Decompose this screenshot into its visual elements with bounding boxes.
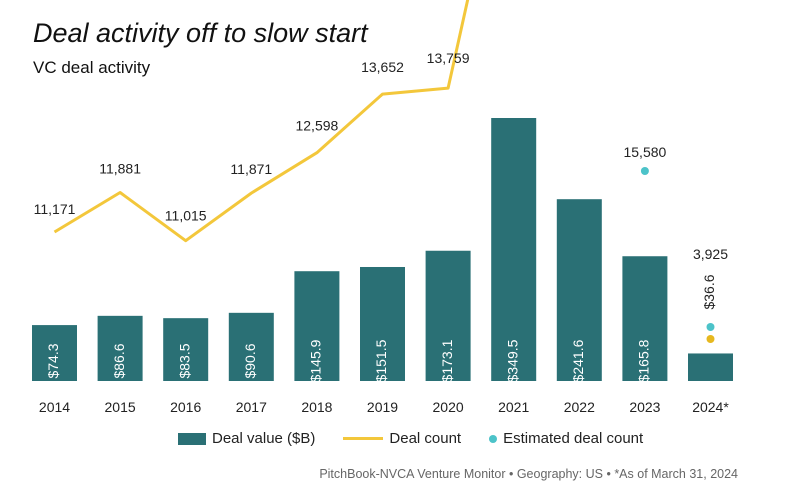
bar-value-label: $165.8 (636, 339, 652, 382)
deal-count-label: 15,580 (623, 144, 666, 160)
chart-legend: Deal value ($B) Deal count Estimated dea… (178, 430, 661, 447)
x-tick-label: 2023 (629, 399, 660, 415)
deal-count-label: 13,652 (361, 59, 404, 75)
bar-value-label: $145.9 (308, 339, 324, 382)
bar-2020 (425, 250, 471, 381)
legend-swatch-bar (178, 432, 206, 445)
bar-value-label: $349.5 (504, 339, 520, 382)
bar-2018 (294, 271, 340, 381)
legend-swatch-line (343, 437, 384, 440)
deal-count-label: 11,881 (99, 161, 141, 177)
bar-2015 (97, 315, 143, 381)
x-tick-label: 2021 (498, 399, 529, 415)
legend-label-estimated: Estimated deal count (503, 430, 644, 447)
deal-count-label: 3,925 (693, 246, 728, 262)
chart-title: Deal activity off to slow start (33, 18, 368, 48)
bar-value-label: $241.6 (570, 339, 586, 382)
bar-value-label: $151.5 (373, 339, 389, 382)
bar-2016 (163, 318, 209, 381)
bar-2014 (32, 325, 77, 381)
x-tick-label: 2018 (301, 399, 332, 415)
bar-value-label: $83.5 (176, 343, 192, 378)
x-tick-label: 2022 (564, 399, 595, 415)
deal-count-dot (706, 335, 715, 343)
bar-2024 (688, 353, 733, 381)
deal-count-line (53, 0, 470, 243)
deal-count-label: 19,078 (492, 100, 535, 116)
bar-2022 (556, 199, 602, 381)
bar-value-label: $173.1 (439, 339, 455, 382)
x-tick-label: 2014 (39, 399, 70, 415)
x-tick-label: 2015 (105, 399, 136, 415)
x-tick-label: 2020 (433, 399, 464, 415)
deal-count-label: 12,598 (295, 118, 338, 134)
legend-item-deal-count: Deal count (343, 430, 461, 447)
source-footer: PitchBook-NVCA Venture Monitor • Geograp… (319, 467, 738, 481)
x-tick-label: 2019 (367, 399, 398, 415)
legend-item-estimated: Estimated deal count (489, 430, 643, 447)
estimated-deal-count-dot (706, 323, 715, 331)
legend-item-deal-value: Deal value ($B) (178, 430, 315, 447)
bar-value-label: $86.6 (111, 343, 127, 378)
deal-count-label: 11,015 (165, 208, 207, 224)
bar-value-label: $74.3 (45, 343, 61, 378)
x-tick-label: 2016 (170, 399, 201, 415)
legend-label-deal-count: Deal count (389, 430, 462, 447)
deal-count-label: 11,871 (230, 161, 272, 177)
bar-2023 (622, 256, 668, 381)
chart-subtitle: VC deal activity (33, 58, 151, 77)
bar-2019 (360, 266, 405, 381)
bar-2021 (491, 118, 537, 381)
legend-swatch-dot (489, 434, 498, 443)
x-tick-label: 2017 (236, 399, 267, 415)
bar-value-label: $36.6 (701, 274, 717, 309)
estimated-deal-count-dot (640, 167, 649, 175)
x-tick-label: 2024* (692, 399, 729, 415)
bar-value-label: $90.6 (242, 343, 258, 378)
bar-2017 (228, 312, 274, 381)
legend-label-deal-value: Deal value ($B) (212, 430, 316, 447)
deal-count-label: 11,171 (34, 201, 76, 217)
deal-count-label: 13,759 (427, 50, 470, 66)
